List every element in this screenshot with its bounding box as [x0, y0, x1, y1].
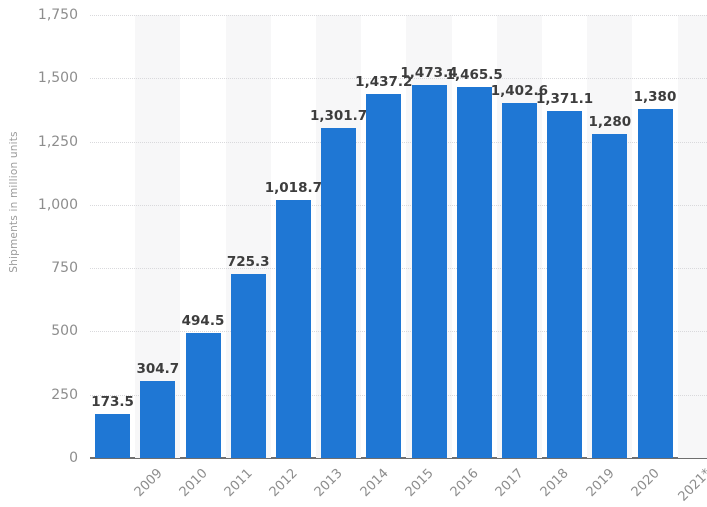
plot-band — [677, 15, 707, 458]
bar-2019[interactable] — [547, 110, 583, 458]
x-tick-label: 2016 — [447, 466, 482, 501]
x-tick-label: 2010 — [176, 466, 211, 501]
x-axis-tick-labels: 2009 2010 2011 2012 2013 2014 2015 2016 2017 2018… — [90, 460, 707, 507]
y-tick-label: 500 — [51, 323, 78, 340]
plot-area: 173.5 304.7 494.5 725.3 1,018.7 1,301.7 1,437.… — [90, 15, 707, 459]
y-tick-label: 1,500 — [37, 70, 78, 87]
bar-value-label: 1,280 — [588, 113, 632, 130]
bar-2021[interactable] — [637, 108, 673, 458]
x-tick-label: 2009 — [131, 466, 166, 501]
bar-2009[interactable] — [95, 414, 131, 458]
bar-2010[interactable] — [140, 380, 176, 458]
bar-2013[interactable] — [275, 200, 311, 458]
y-tick-label: 1,250 — [37, 133, 78, 150]
gridline — [90, 78, 707, 80]
gridline — [90, 15, 707, 16]
x-tick-label: 2018 — [538, 466, 573, 501]
y-tick-label: 0 — [69, 450, 78, 466]
y-axis-tick-labels: 0 250 500 750 1,000 1,250 1,500 1,750 — [0, 7, 78, 466]
bar-2014[interactable] — [321, 128, 357, 458]
bar-2018[interactable] — [501, 102, 537, 458]
bar-value-label: 1,380 — [633, 88, 677, 105]
bar-value-label: 1,018.7 — [264, 180, 322, 197]
bar-value-label: 1,473.4 — [400, 65, 458, 82]
bar-value-label: 304.7 — [136, 360, 180, 377]
bar-value-label: 1,437.2 — [355, 74, 413, 91]
x-axis-baseline — [90, 457, 707, 459]
bar-2016[interactable] — [411, 85, 447, 458]
bar-value-label: 1,301.7 — [309, 108, 368, 125]
bar-2020[interactable] — [592, 133, 628, 458]
x-tick-label: 2021* — [675, 466, 707, 505]
x-tick-label: 2013 — [312, 466, 347, 501]
bar-value-label: 1,371.1 — [535, 90, 594, 107]
bar-2017[interactable] — [456, 87, 492, 458]
bar-value-label: 173.5 — [91, 394, 134, 411]
y-tick-label: 1,750 — [37, 7, 78, 23]
x-tick-label: 2014 — [357, 466, 392, 501]
bar-value-label: 1,402.6 — [490, 82, 548, 99]
y-tick-label: 250 — [51, 386, 78, 403]
x-tick-label: 2020 — [628, 466, 663, 501]
x-tick-label: 2012 — [266, 466, 301, 501]
y-tick-label: 750 — [51, 260, 78, 277]
bar-2015[interactable] — [366, 94, 402, 458]
bar-value-label: 725.3 — [226, 254, 270, 271]
bar-value-label: 1,465.5 — [445, 67, 503, 84]
x-tick-label: 2019 — [583, 466, 618, 501]
bar-2012[interactable] — [230, 274, 266, 458]
bar-2011[interactable] — [185, 332, 221, 458]
x-tick-label: 2017 — [492, 466, 527, 501]
bar-value-label: 494.5 — [181, 312, 225, 329]
y-tick-label: 1,000 — [37, 196, 78, 213]
x-tick-label: 2011 — [221, 466, 256, 501]
x-tick-label: 2015 — [402, 466, 437, 501]
